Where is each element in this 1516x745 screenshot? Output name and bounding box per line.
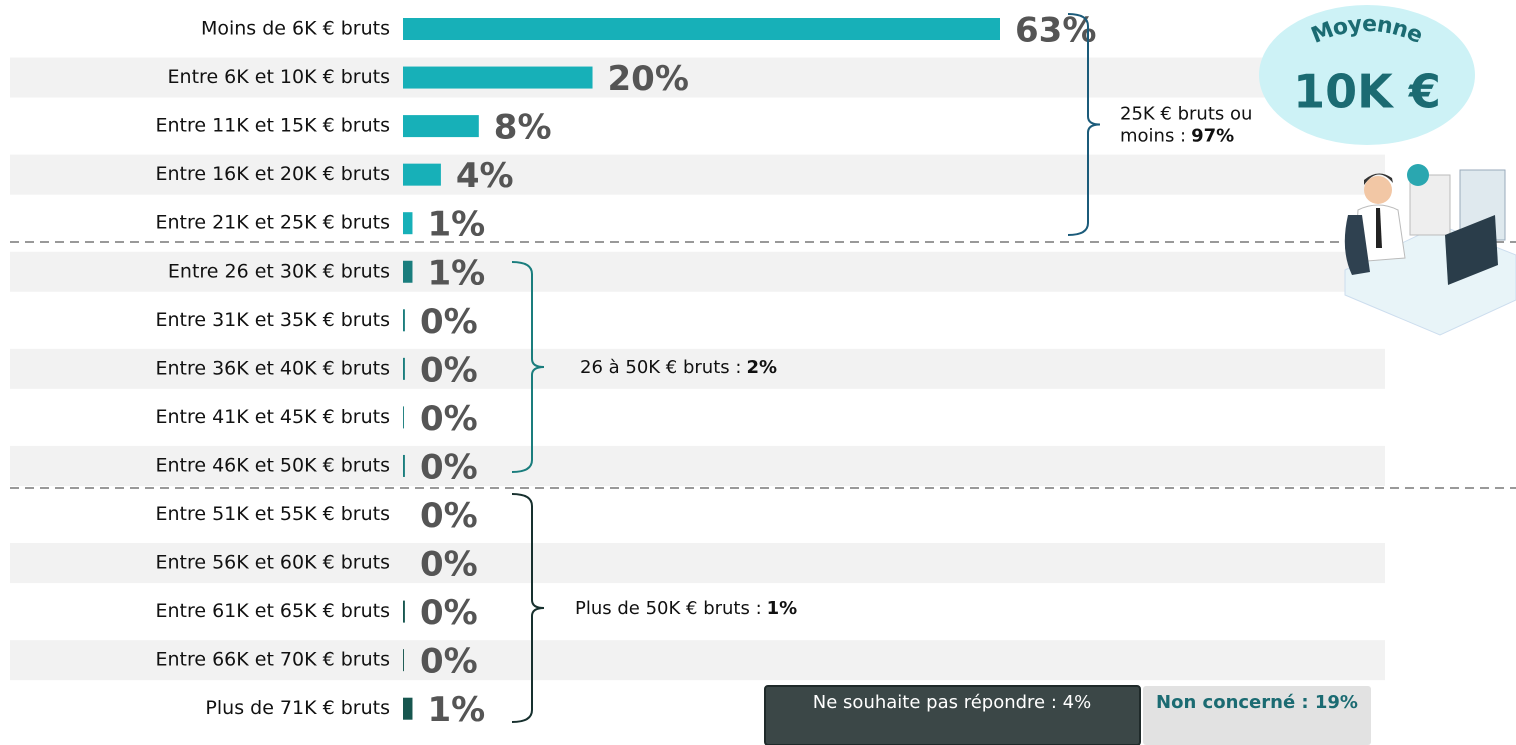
bar <box>403 649 404 672</box>
category-label: Entre 66K et 70K € bruts <box>155 649 390 671</box>
group-total: 2% <box>746 357 777 378</box>
category-label: Entre 31K et 35K € bruts <box>155 309 390 331</box>
bar <box>403 600 405 623</box>
bar <box>403 697 413 720</box>
value-label: 1% <box>427 690 485 730</box>
value-label: 4% <box>456 156 514 196</box>
group-total: 1% <box>767 598 798 619</box>
row-bg <box>10 445 1385 486</box>
value-label: 0% <box>420 302 478 342</box>
group-label-text: 25K € bruts ou <box>1120 104 1252 125</box>
value-label: 1% <box>427 205 485 245</box>
category-label: Entre 56K et 60K € bruts <box>155 552 390 574</box>
bar <box>403 309 405 332</box>
value-label: 0% <box>420 350 478 390</box>
bar <box>403 406 404 429</box>
footer-text: Ne souhaite pas répondre : 4% <box>813 692 1091 713</box>
value-label: 0% <box>420 399 478 439</box>
group-label-text: moins : <box>1120 126 1186 147</box>
category-label: Entre 21K et 25K € bruts <box>155 212 390 234</box>
bracket <box>1067 13 1101 236</box>
footer-text: Non concerné : 19% <box>1156 692 1358 713</box>
group-label-text: Plus de 50K € bruts : <box>575 598 762 619</box>
value-label: 0% <box>420 496 478 536</box>
row-backgrounds <box>10 57 1385 681</box>
value-label: 0% <box>420 642 478 682</box>
bar <box>403 115 479 138</box>
row-bg <box>10 154 1385 195</box>
category-label: Moins de 6K € bruts <box>201 18 390 40</box>
bar <box>403 163 441 186</box>
footer-box <box>764 685 1141 745</box>
row-bg <box>10 57 1385 98</box>
row-bg <box>10 640 1385 681</box>
value-label: 0% <box>420 545 478 585</box>
value-label: 0% <box>420 593 478 633</box>
row-bg <box>10 543 1385 584</box>
group-label: 26 à 50K € bruts :2% <box>580 357 777 378</box>
category-label: Entre 16K et 20K € bruts <box>155 163 390 185</box>
category-label: Entre 6K et 10K € bruts <box>168 66 390 88</box>
bracket <box>511 261 545 473</box>
group-label: 25K € bruts ou <box>1120 104 1252 125</box>
bar <box>403 357 405 380</box>
bar <box>403 260 413 283</box>
bar <box>403 454 405 477</box>
category-label: Entre 61K et 65K € bruts <box>155 600 390 622</box>
group-label: Plus de 50K € bruts :1% <box>575 598 797 619</box>
group-total: 97% <box>1191 126 1234 147</box>
category-label: Entre 36K et 40K € bruts <box>155 357 390 379</box>
group-label: moins :97% <box>1120 126 1234 147</box>
illustration <box>1344 164 1516 336</box>
value-label: 20% <box>608 59 689 99</box>
bar <box>403 18 1000 40</box>
value-label: 63% <box>1015 11 1096 51</box>
badge-value: 10K € <box>1293 65 1441 119</box>
badge-bg <box>1259 5 1475 145</box>
value-label: 8% <box>494 108 552 148</box>
category-label: Plus de 71K € bruts <box>205 697 390 719</box>
row-bg <box>10 251 1385 292</box>
row-bg <box>10 348 1385 389</box>
value-label: 0% <box>420 447 478 487</box>
group-label-text: 26 à 50K € bruts : <box>580 357 741 378</box>
category-label: Entre 41K et 45K € bruts <box>155 406 390 428</box>
bar <box>403 66 593 89</box>
category-label: Entre 26 et 30K € bruts <box>168 260 390 282</box>
footer-box <box>1143 686 1371 745</box>
category-label: Entre 11K et 15K € bruts <box>155 115 390 137</box>
category-label: Entre 51K et 55K € bruts <box>155 503 390 525</box>
bracket <box>511 493 545 723</box>
bar <box>403 212 413 235</box>
category-label: Entre 46K et 50K € bruts <box>155 454 390 476</box>
value-label: 1% <box>427 253 485 293</box>
